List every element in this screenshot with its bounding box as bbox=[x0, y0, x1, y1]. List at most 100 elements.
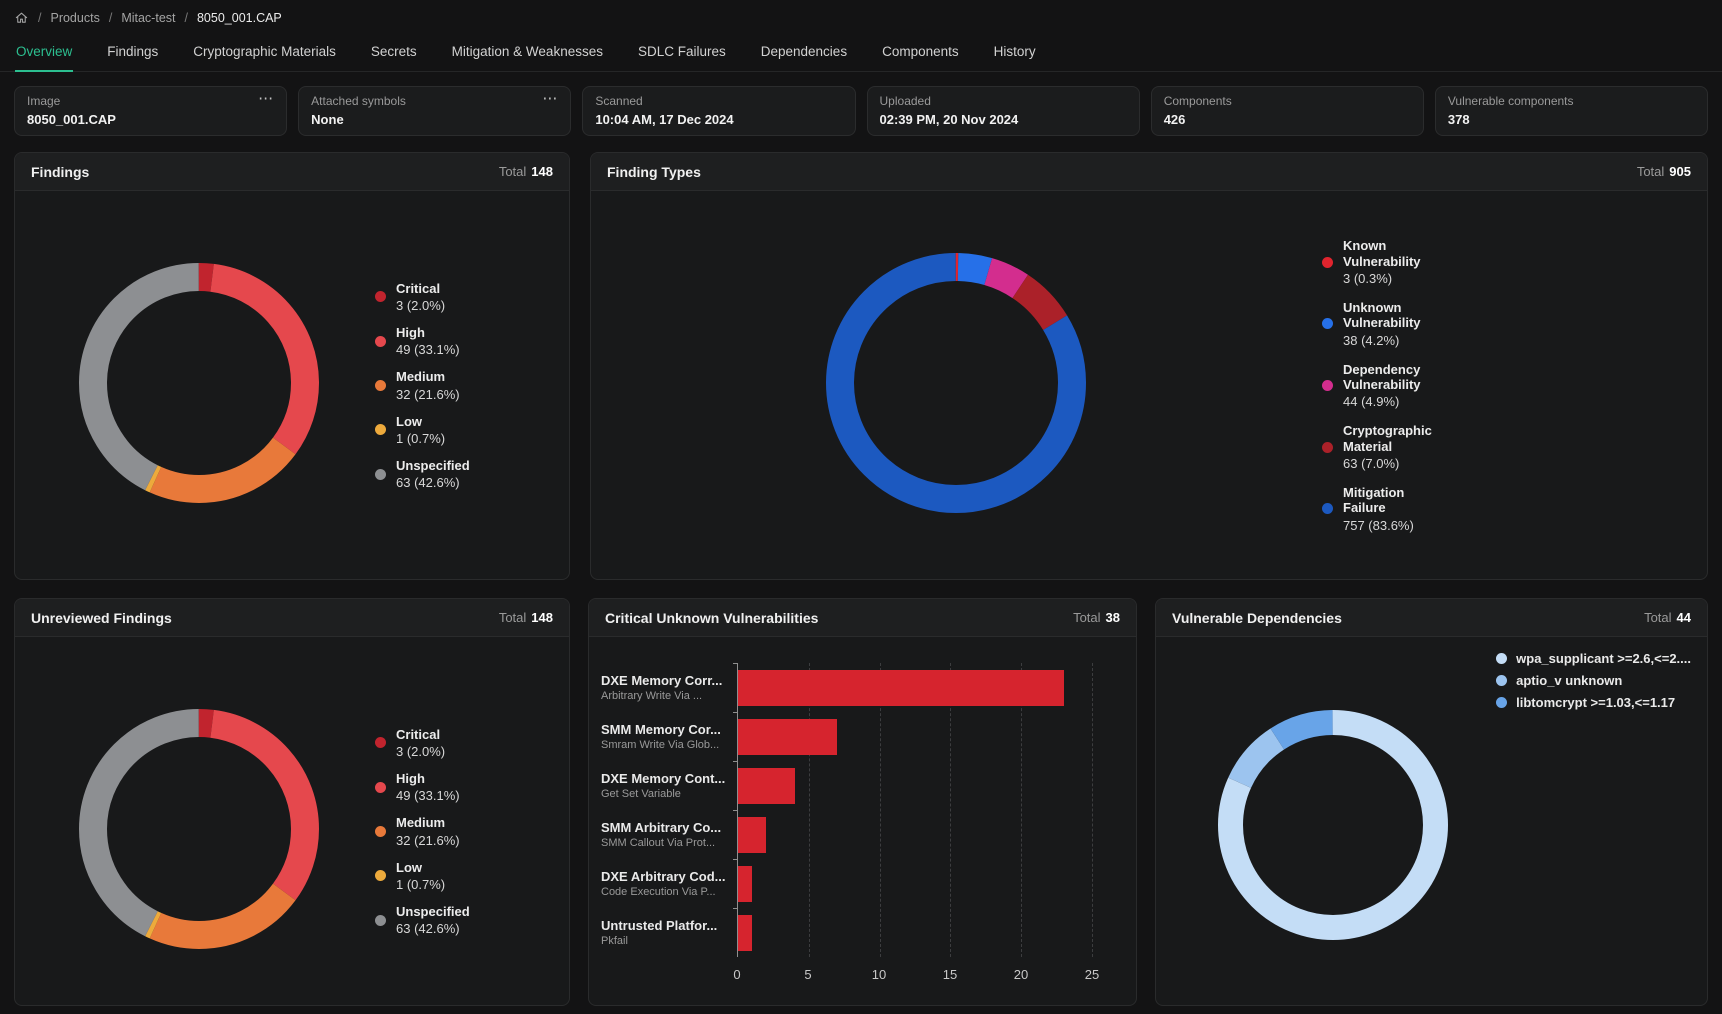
unreviewed-total-value: 148 bbox=[531, 610, 553, 625]
unreviewed-findings-legend: Critical 3 (2.0%) High 49 (33.1%) Medium 32… bbox=[375, 727, 470, 936]
gridline bbox=[879, 663, 881, 957]
legend-value: 3 (2.0%) bbox=[396, 298, 446, 313]
tab-components[interactable]: Components bbox=[882, 44, 959, 59]
bar[interactable] bbox=[738, 718, 838, 755]
x-tick-label: 25 bbox=[1084, 967, 1100, 982]
unreviewed-findings-chart-body: Critical 3 (2.0%) High 49 (33.1%) Medium 32… bbox=[15, 637, 569, 1005]
findings-card-header: Findings Total 148 bbox=[15, 153, 569, 191]
legend-item-high[interactable]: High 49 (33.1%) bbox=[375, 325, 470, 357]
legend-value: 49 (33.1%) bbox=[396, 788, 460, 804]
scanned-label: Scanned bbox=[595, 94, 643, 108]
critical-unknown-card-header: Critical Unknown Vulnerabilities Total 38 bbox=[589, 599, 1136, 637]
components-value: 426 bbox=[1163, 112, 1186, 127]
attached-symbols-card: Attached symbols None ⋯ bbox=[298, 86, 572, 136]
legend-item-medium[interactable]: Medium 32 (21.6%) bbox=[375, 815, 470, 848]
tab-cryptographic-materials[interactable]: Cryptographic Materials bbox=[193, 44, 336, 59]
legend-item-medium[interactable]: Medium 32 (21.6%) bbox=[375, 369, 470, 402]
finding-types-total-value: 905 bbox=[1669, 164, 1691, 179]
critical-unknown-bar-chart: DXE Memory Corr... Arbitrary Write Via ..… bbox=[589, 637, 1136, 1005]
breadcrumb-products[interactable]: Products bbox=[50, 11, 100, 25]
tab-dependencies[interactable]: Dependencies bbox=[760, 44, 848, 59]
legend-item-mitigation-failure[interactable]: Mitigation Failure 757 (83.6%) bbox=[1322, 485, 1435, 533]
legend-label: wpa_supplicant >=2.6,<=2.... bbox=[1516, 651, 1691, 666]
legend-label: Unknown Vulnerability bbox=[1343, 300, 1421, 331]
bar[interactable] bbox=[738, 865, 753, 902]
legend-label: Low bbox=[396, 859, 422, 875]
tab-sdlc-failures[interactable]: SDLC Failures bbox=[637, 44, 726, 59]
legend-item-high[interactable]: High 49 (33.1%) bbox=[375, 771, 470, 803]
legend-item-unknown-vulnerability[interactable]: Unknown Vulnerability 38 (4.2%) bbox=[1322, 300, 1435, 348]
vulnerable-components-card: Vulnerable components 378 bbox=[1434, 86, 1709, 136]
findings-title: Findings bbox=[31, 163, 90, 180]
findings-chart-body: Critical 3 (2.0%) High 49 (33.1%) Medium 32… bbox=[15, 191, 569, 579]
high-dot-icon bbox=[375, 335, 386, 347]
legend-value: 63 (42.6%) bbox=[396, 475, 460, 491]
legend-label: Mitigation Failure bbox=[1343, 484, 1405, 516]
legend-item-low[interactable]: Low 1 (0.7%) bbox=[375, 860, 470, 892]
legend-item-unspecified[interactable]: Unspecified 63 (42.6%) bbox=[375, 904, 470, 936]
x-tick-label: 15 bbox=[942, 967, 958, 982]
bar[interactable] bbox=[738, 914, 753, 951]
image-value: 8050_001.CAP bbox=[27, 112, 116, 127]
legend-item-unspecified[interactable]: Unspecified 63 (42.6%) bbox=[375, 458, 470, 490]
wpa-supplicant-dot-icon bbox=[1496, 653, 1508, 664]
unreviewed-findings-title: Unreviewed Findings bbox=[31, 609, 172, 626]
gridline bbox=[950, 663, 952, 957]
legend-item-dependency-vulnerability[interactable]: Dependency Vulnerability 44 (4.9%) bbox=[1322, 362, 1435, 409]
attached-symbols-label: Attached symbols bbox=[311, 94, 406, 108]
medium-dot-icon bbox=[375, 825, 386, 837]
legend-value: 32 (21.6%) bbox=[396, 832, 460, 848]
findings-total-value: 148 bbox=[531, 164, 553, 179]
legend-item-aptio-v[interactable]: aptio_v unknown bbox=[1496, 673, 1691, 688]
scanned-value: 10:04 AM, 17 Dec 2024 bbox=[595, 112, 734, 127]
legend-item-wpa-supplicant[interactable]: wpa_supplicant >=2.6,<=2.... bbox=[1496, 651, 1691, 666]
libtomcrypt-dot-icon bbox=[1496, 697, 1508, 708]
breadcrumb-product[interactable]: Mitac-test bbox=[121, 11, 176, 25]
finding-types-card-header: Finding Types Total 905 bbox=[591, 153, 1707, 191]
tab-overview[interactable]: Overview bbox=[15, 40, 74, 72]
finding-types-chart-body: Known Vulnerability 3 (0.3%) Unknown Vuln… bbox=[591, 191, 1707, 579]
unspecified-dot-icon bbox=[375, 914, 386, 926]
dependency-vulnerability-dot-icon bbox=[1322, 380, 1333, 391]
legend-item-cryptographic-material[interactable]: Cryptographic Material 63 (7.0%) bbox=[1322, 423, 1435, 471]
legend-item-critical[interactable]: Critical 3 (2.0%) bbox=[375, 727, 470, 759]
bar[interactable] bbox=[738, 669, 1064, 706]
finding-types-donut-chart[interactable] bbox=[826, 253, 1086, 518]
legend-item-libtomcrypt[interactable]: libtomcrypt >=1.03,<=1.17 bbox=[1496, 695, 1691, 710]
legend-value: 38 (4.2%) bbox=[1343, 332, 1400, 348]
x-tick-label: 0 bbox=[733, 967, 741, 982]
bar-category-label: DXE Memory Cont... bbox=[601, 771, 726, 786]
legend-label: Critical bbox=[396, 726, 441, 742]
charts-row-2: Unreviewed Findings Total 148 Critical 3 (… bbox=[14, 598, 1708, 1006]
legend-item-low[interactable]: Low 1 (0.7%) bbox=[375, 414, 470, 446]
tab-mitigation-weaknesses[interactable]: Mitigation & Weaknesses bbox=[451, 44, 603, 59]
more-options-icon[interactable]: ⋯ bbox=[258, 90, 275, 107]
vulnerable-dependencies-legend: wpa_supplicant >=2.6,<=2.... aptio_v unk… bbox=[1496, 651, 1691, 710]
more-options-icon[interactable]: ⋯ bbox=[542, 90, 559, 107]
bar[interactable] bbox=[738, 767, 795, 804]
home-icon[interactable] bbox=[14, 10, 29, 25]
breadcrumb-separator: / bbox=[38, 11, 42, 25]
x-tick-label: 5 bbox=[804, 967, 812, 982]
bar[interactable] bbox=[738, 816, 767, 853]
unreviewed-findings-donut-chart[interactable] bbox=[79, 709, 319, 954]
vulnerable-deps-total-value: 44 bbox=[1676, 610, 1691, 625]
legend-item-known-vulnerability[interactable]: Known Vulnerability 3 (0.3%) bbox=[1322, 238, 1435, 286]
breadcrumb-separator: / bbox=[184, 11, 188, 25]
legend-label: Known Vulnerability bbox=[1343, 238, 1421, 269]
findings-donut-chart[interactable] bbox=[79, 263, 319, 508]
tab-findings[interactable]: Findings bbox=[107, 44, 159, 59]
legend-label: High bbox=[396, 325, 425, 340]
finding-types-title: Finding Types bbox=[607, 163, 701, 180]
vulnerable-components-label: Vulnerable components bbox=[1447, 94, 1574, 108]
legend-label: Unspecified bbox=[396, 903, 470, 919]
vulnerable-dependencies-donut-chart[interactable] bbox=[1218, 710, 1448, 945]
bar-category: DXE Memory Cont... Get Set Variable bbox=[601, 761, 737, 810]
tab-history[interactable]: History bbox=[993, 44, 1036, 59]
bar-category: SMM Arbitrary Co... SMM Callout Via Prot.… bbox=[601, 810, 737, 859]
bar-category-sublabel: Smram Write Via Glob... bbox=[601, 739, 720, 751]
legend-label: Medium bbox=[396, 815, 446, 831]
legend-item-critical[interactable]: Critical 3 (2.0%) bbox=[375, 281, 470, 313]
unreviewed-findings-card-header: Unreviewed Findings Total 148 bbox=[15, 599, 569, 637]
tab-secrets[interactable]: Secrets bbox=[370, 44, 417, 59]
